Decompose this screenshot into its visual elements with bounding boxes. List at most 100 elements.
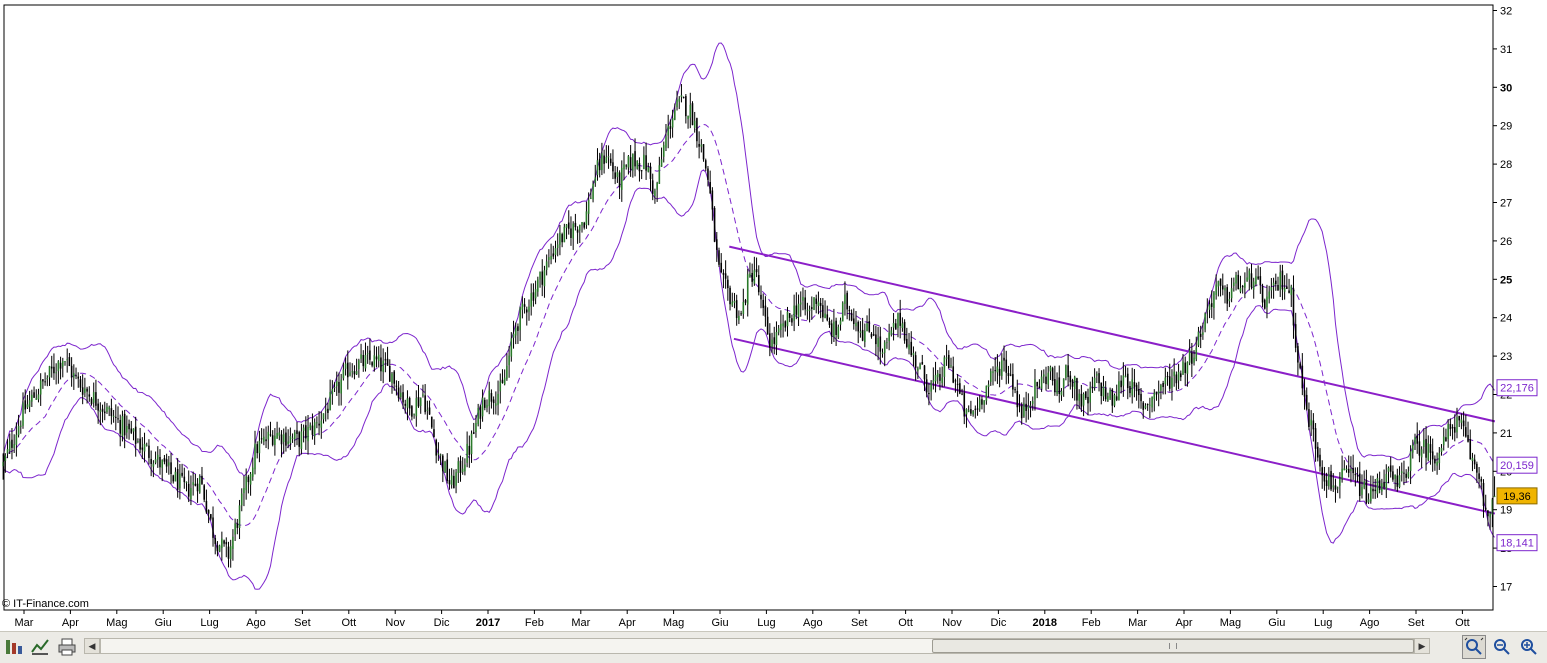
candle	[190, 475, 192, 506]
candle	[1275, 273, 1277, 291]
svg-text:19,36: 19,36	[1503, 491, 1531, 503]
candle	[1020, 402, 1023, 425]
candle	[50, 355, 53, 378]
candle	[490, 389, 493, 409]
candle	[289, 427, 292, 450]
candle	[11, 428, 13, 460]
candle	[715, 231, 718, 262]
zoom-out-button[interactable]	[1490, 635, 1514, 659]
candle	[1199, 325, 1202, 349]
candle	[669, 119, 672, 139]
candle	[704, 158, 707, 172]
candle	[84, 377, 86, 398]
candle	[930, 380, 932, 401]
candle	[620, 160, 623, 202]
candle	[1469, 429, 1472, 460]
candle	[1434, 455, 1436, 471]
price-chart[interactable]: 17181920212223242526272829303132 MarAprM…	[0, 0, 1547, 631]
candle	[302, 424, 305, 443]
candle	[298, 430, 300, 456]
candle	[397, 380, 400, 402]
zoom-in-button[interactable]	[1517, 635, 1541, 659]
candle	[643, 146, 645, 170]
candle	[1087, 388, 1089, 416]
candle	[1425, 426, 1427, 471]
scroll-right-button[interactable]: ▶	[1414, 638, 1430, 654]
candle	[689, 92, 692, 129]
candle	[928, 383, 930, 406]
candle	[24, 389, 27, 414]
candle	[837, 324, 840, 339]
candle	[1184, 356, 1187, 386]
candle	[1012, 363, 1014, 397]
y-tick-label: 19	[1500, 505, 1512, 517]
candle	[777, 325, 780, 336]
candle	[77, 372, 80, 388]
candle	[906, 327, 908, 349]
scroll-left-icon: ◀	[88, 640, 96, 651]
x-tick-label: Set	[294, 617, 311, 629]
y-tick-label: 30	[1500, 82, 1512, 94]
candle	[1027, 393, 1030, 420]
candle	[386, 346, 389, 366]
candle	[214, 534, 217, 555]
candle	[1122, 362, 1125, 397]
candle	[1409, 445, 1412, 485]
zoom-fit-button[interactable]	[1462, 635, 1486, 659]
candle	[168, 455, 170, 475]
candle	[1316, 442, 1319, 462]
candle	[1255, 268, 1257, 287]
candle	[121, 410, 124, 442]
candle	[788, 312, 791, 323]
candle	[753, 256, 756, 286]
candle	[44, 372, 46, 386]
candle	[327, 402, 329, 420]
candle	[1102, 375, 1105, 401]
print-button[interactable]	[55, 635, 79, 659]
candle	[623, 152, 625, 181]
candle	[952, 356, 955, 384]
candle	[1191, 342, 1193, 378]
scrollbar-thumb[interactable]	[932, 639, 1414, 653]
candle	[28, 390, 31, 413]
candle	[1073, 375, 1076, 401]
candle	[1473, 454, 1476, 470]
candle	[839, 317, 842, 331]
candle	[42, 379, 44, 389]
candle	[722, 269, 725, 289]
candle	[1062, 378, 1065, 397]
candle	[110, 398, 113, 425]
candle	[172, 474, 175, 484]
candle	[707, 165, 709, 187]
candle	[1365, 469, 1368, 505]
candle	[347, 350, 349, 390]
candle	[762, 293, 764, 316]
candle	[349, 362, 351, 377]
candle	[464, 458, 466, 476]
candle	[176, 458, 179, 498]
candle	[1445, 428, 1447, 442]
indicators-button[interactable]	[28, 635, 52, 659]
candle	[1007, 365, 1010, 384]
candle	[799, 291, 802, 317]
candle	[2, 453, 4, 480]
candle	[830, 319, 833, 344]
candle	[963, 385, 966, 425]
candle	[1047, 365, 1050, 390]
candle	[514, 322, 517, 345]
candle	[852, 308, 855, 330]
candle	[662, 141, 665, 163]
candle	[945, 344, 948, 366]
candle	[1065, 364, 1067, 381]
candle	[594, 164, 597, 187]
candle	[1370, 475, 1372, 504]
candle	[881, 348, 884, 358]
candle	[70, 357, 73, 387]
scroll-left-button[interactable]: ◀	[84, 638, 100, 654]
chart-type-button[interactable]	[2, 635, 26, 659]
candle	[711, 187, 714, 221]
candle	[148, 439, 150, 465]
candle	[1268, 285, 1270, 304]
x-tick-label: Mag	[663, 617, 684, 629]
candle	[550, 243, 552, 265]
